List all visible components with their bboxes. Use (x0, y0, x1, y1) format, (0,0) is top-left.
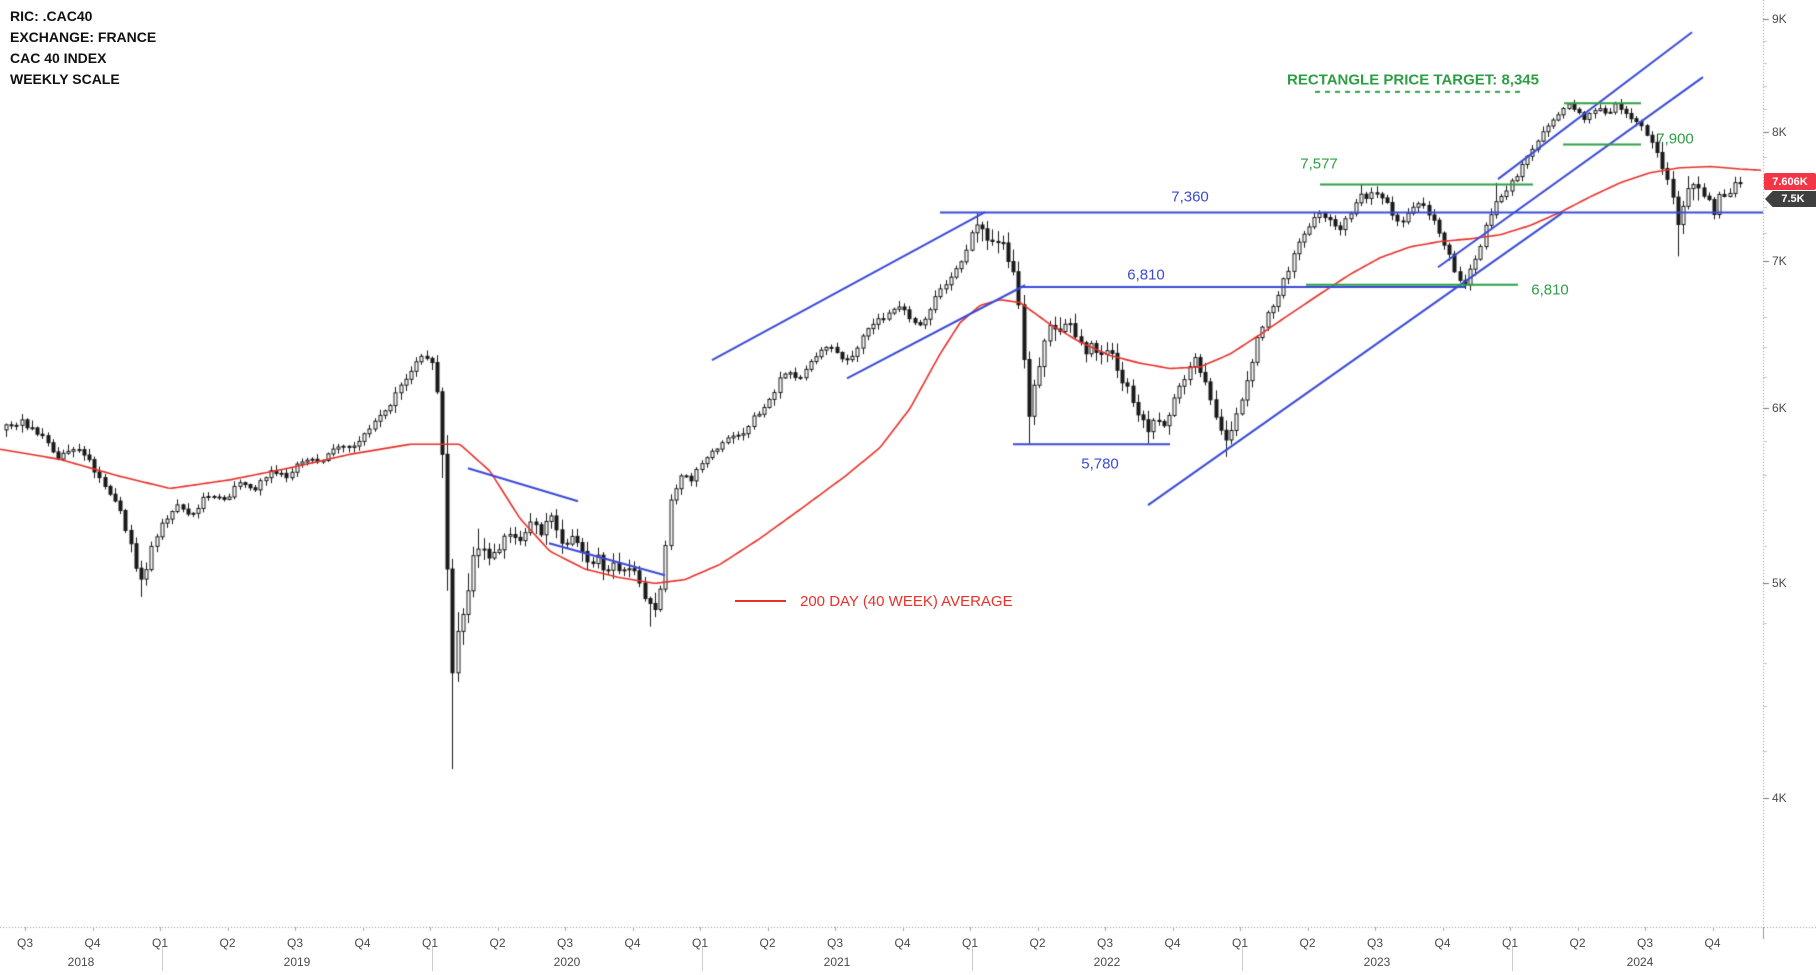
price-tick-label-8K: 8K (1772, 125, 1787, 140)
label-7577: 7,577 (1300, 155, 1338, 173)
year-separator-tick (432, 947, 433, 971)
quarter-tick-label: Q3 (826, 936, 844, 950)
quarter-tick-label: Q2 (1029, 936, 1046, 950)
title-ric: RIC: .CAC40 (10, 8, 93, 24)
year-separator-tick (702, 947, 703, 971)
quarter-tick-label: Q1 (961, 936, 979, 950)
year-separator-tick (162, 947, 163, 971)
quarter-tick-label: Q2 (759, 936, 776, 950)
quarter-tick-label: Q1 (421, 936, 439, 950)
label-5780: 5,780 (1081, 455, 1119, 473)
year-separator-tick (1512, 947, 1513, 971)
year-tick-label-2023: 2023 (1363, 955, 1391, 969)
price-tick-label-4K: 4K (1772, 790, 1787, 805)
price-tick-label-7K: 7K (1772, 253, 1787, 268)
quarter-tick-label: Q4 (624, 936, 641, 950)
quarter-tick-label: Q3 (286, 936, 304, 950)
quarter-tick-label: Q3 (1366, 936, 1384, 950)
price-tick-label-9K: 9K (1772, 12, 1787, 27)
quarter-tick-label: Q4 (354, 936, 371, 950)
year-tick-label-2019: 2019 (283, 955, 311, 969)
quarter-tick-label: Q4 (1164, 936, 1181, 950)
quarter-tick-label: Q1 (691, 936, 709, 950)
title-index: CAC 40 INDEX (10, 50, 107, 66)
quarter-tick-label: Q3 (1096, 936, 1114, 950)
quarter-tick-label: Q4 (84, 936, 101, 950)
title-exchange: EXCHANGE: FRANCE (10, 29, 157, 45)
quarter-tick-label: Q2 (219, 936, 236, 950)
year-tick-label-2021: 2021 (823, 955, 851, 969)
year-separator-tick (1242, 947, 1243, 971)
quarter-tick-label: Q3 (16, 936, 34, 950)
quarter-tick-label: Q2 (1569, 936, 1586, 950)
year-tick-label-2022: 2022 (1093, 955, 1121, 969)
quarter-tick-label: Q1 (151, 936, 169, 950)
label-7900: 7,900 (1656, 130, 1694, 148)
year-tick-label-2020: 2020 (553, 955, 581, 969)
label-6810-green: 6,810 (1531, 281, 1569, 299)
quarter-tick-label: Q4 (1434, 936, 1451, 950)
label-6810-blue: 6,810 (1127, 266, 1165, 284)
year-separator-tick (972, 947, 973, 971)
quarter-tick-label: Q2 (489, 936, 506, 950)
target-label: RECTANGLE PRICE TARGET: 8,345 (1287, 71, 1539, 89)
year-tick-label-2024: 2024 (1626, 955, 1654, 969)
quarter-tick-label: Q2 (1299, 936, 1316, 950)
price-tick-label-5K: 5K (1772, 576, 1787, 591)
last-price-badge: 7.606K (1764, 173, 1816, 190)
year-tick-label-2018: 2018 (67, 955, 95, 969)
title-scale: WEEKLY SCALE (10, 71, 120, 87)
quarter-tick-label: Q4 (894, 936, 911, 950)
quarter-tick-label: Q1 (1501, 936, 1519, 950)
ma-legend-label: 200 DAY (40 WEEK) AVERAGE (800, 593, 1013, 610)
quarter-tick-label: Q4 (1704, 936, 1721, 950)
quarter-tick-label: Q3 (556, 936, 574, 950)
label-7360: 7,360 (1171, 188, 1209, 206)
quarter-tick-label: Q3 (1636, 936, 1654, 950)
price-tick-label-6K: 6K (1772, 401, 1787, 416)
quarter-tick-label: Q1 (1231, 936, 1249, 950)
ma-legend-swatch (735, 600, 786, 602)
ma-price-badge: 7.5K (1765, 191, 1816, 207)
